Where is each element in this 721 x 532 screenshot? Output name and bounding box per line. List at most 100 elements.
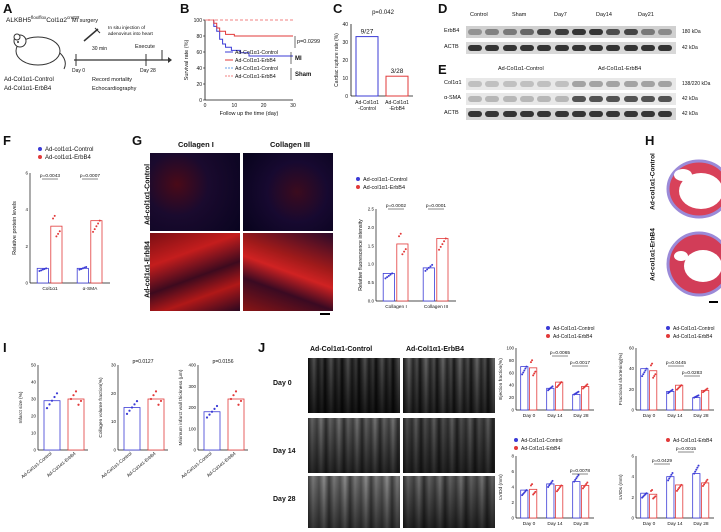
data-point <box>693 472 696 475</box>
legend-marker <box>666 326 670 330</box>
data-point <box>52 217 55 220</box>
y-tick-label: 300 <box>188 384 196 389</box>
y-tick-label: 60 <box>509 370 515 375</box>
data-point <box>95 225 98 228</box>
data-point <box>522 371 525 374</box>
panel-label-d: D <box>438 1 448 16</box>
y-tick-label: 10 <box>342 76 348 82</box>
data-point <box>549 482 552 485</box>
data-point <box>427 266 430 269</box>
data-point <box>585 482 588 485</box>
x-tick-label: Day 28 <box>573 413 589 419</box>
data-point <box>210 410 214 413</box>
data-point <box>98 219 101 222</box>
blot-band <box>589 96 604 102</box>
blot-band <box>641 29 655 35</box>
bar <box>692 397 701 411</box>
data-point <box>649 364 652 367</box>
blot-band <box>658 81 673 87</box>
blot-band <box>468 45 482 51</box>
blot-band <box>519 81 534 87</box>
x-tick-label: Day 28 <box>573 521 589 527</box>
bar <box>147 398 165 451</box>
rupture-bar <box>385 75 409 97</box>
legend-label: Ad-col1α1-Control <box>45 147 94 153</box>
legend-marker <box>38 147 42 151</box>
y-tick-label: 50 <box>31 363 37 368</box>
h-row-label-1: Ad-col1α1-Control <box>649 153 657 210</box>
heart-section-erbb4 <box>666 231 721 297</box>
data-point <box>654 495 657 498</box>
blot-row-label-col1a1: Col1α1 <box>444 80 462 86</box>
p-value: p=0.042 <box>372 10 395 16</box>
data-point <box>575 477 578 480</box>
x-axis-label: Follow up the time (day) <box>220 111 279 117</box>
blot-band <box>623 81 638 87</box>
legend-label: Ad-Col1α1-Control <box>553 326 595 332</box>
j-row-label-day0: Day 0 <box>273 380 292 387</box>
bar <box>76 267 89 284</box>
x-tick-label: Day 0 <box>523 413 536 419</box>
bar <box>90 220 103 284</box>
bar <box>581 485 590 519</box>
blot-band <box>554 96 569 102</box>
data-point <box>642 373 645 376</box>
data-point <box>79 399 83 403</box>
data-point <box>703 483 706 486</box>
blot-band <box>502 111 517 117</box>
data-point <box>384 277 387 280</box>
data-point <box>670 473 673 476</box>
data-point <box>533 372 536 375</box>
data-point <box>80 267 83 270</box>
blot-band <box>502 45 517 51</box>
bar <box>555 485 564 519</box>
legend-marker <box>514 438 518 442</box>
x-tick-label: α-SMA <box>83 286 99 292</box>
y-tick-label: 40 <box>509 383 515 388</box>
blot-lane-label: Day7 <box>554 12 567 18</box>
blot-band <box>658 96 673 102</box>
data-point <box>401 253 404 256</box>
bar <box>436 238 449 302</box>
legend-marker <box>666 438 670 442</box>
data-point <box>677 488 680 491</box>
fluor-image-ctrl-col1 <box>150 153 240 231</box>
blot-band <box>554 45 569 51</box>
data-point <box>444 237 447 240</box>
blot-band <box>519 96 534 102</box>
y-axis-label: Cardiac rupture rate (%) <box>334 33 340 87</box>
p-value: p=0.0002 <box>386 203 406 209</box>
legend-marker <box>666 334 670 338</box>
blot-band <box>537 96 552 102</box>
data-point <box>694 470 697 473</box>
j-row-label-day14: Day 14 <box>273 448 296 455</box>
legend-label: Ad-Col1α1-Control <box>235 66 278 72</box>
data-point <box>443 240 446 243</box>
panel-label-b: B <box>180 1 190 16</box>
y-tick-label: 0 <box>113 448 116 453</box>
blot-group-control: Ad-Col1α1-Control <box>498 66 544 72</box>
legend-label: Ad-Col1α1-ErbB4 <box>553 334 593 340</box>
data-point <box>667 479 670 482</box>
legend-label: Ad-Col1α1-Control <box>673 326 715 332</box>
data-point <box>53 395 56 399</box>
blot-band <box>606 45 621 51</box>
y-tick-label: 40 <box>31 380 37 385</box>
data-point <box>706 387 709 390</box>
blot-size-col1a1: 138/220 kDa <box>682 81 711 87</box>
blot-band <box>554 81 569 87</box>
data-point <box>135 400 139 403</box>
blot-col1a1 <box>466 78 676 90</box>
bar <box>520 489 529 519</box>
data-point <box>399 232 402 235</box>
data-point <box>576 475 579 478</box>
data-point <box>424 269 427 272</box>
data-point <box>644 369 647 372</box>
mouse-strain-label: ALKBH5flox/floxCol1α2creER <box>6 15 80 25</box>
data-point <box>548 484 551 487</box>
panel-e: E Ad-Col1α1-Control Ad-Col1α1-ErbB4 Col1… <box>438 60 721 126</box>
bar <box>422 267 435 302</box>
data-point <box>50 399 54 402</box>
y-tick-label: 20 <box>31 414 37 419</box>
legend-label: Ad-Col1α1-Control <box>521 438 563 444</box>
